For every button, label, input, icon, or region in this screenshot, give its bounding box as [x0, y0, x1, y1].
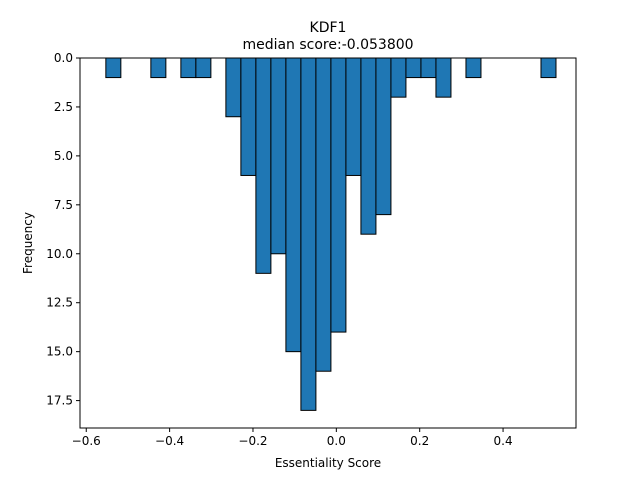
histogram-bar: [240, 57, 257, 176]
histogram-bar: [180, 57, 197, 79]
histogram-bar: [150, 57, 167, 79]
x-axis-label: Essentiality Score: [275, 456, 381, 470]
x-tick-label: 0.4: [494, 434, 513, 448]
y-tick-label: 10.0: [46, 247, 73, 261]
x-tick-label: −0.6: [72, 434, 101, 448]
histogram-bar: [330, 57, 347, 333]
y-tick-label: 2.5: [54, 100, 73, 114]
histogram-bar: [225, 57, 242, 118]
x-tick-label: −0.2: [238, 434, 267, 448]
histogram-bar: [195, 57, 212, 79]
x-tick-label: 0.0: [327, 434, 346, 448]
y-tick-label: 5.0: [54, 149, 73, 163]
y-axis-ticks: 0.0 2.5 5.0 7.5 10.0 12.5 15.0 17.5: [46, 51, 80, 408]
histogram-bar: [285, 57, 302, 353]
histogram-bar: [345, 57, 362, 176]
histogram-bar: [465, 57, 482, 79]
histogram-bar: [540, 57, 557, 79]
histogram-bar: [390, 57, 407, 98]
histogram-bar: [435, 57, 452, 98]
histogram-bar: [360, 57, 377, 235]
histogram-bar: [405, 57, 422, 79]
histogram-bar: [105, 57, 122, 79]
y-tick-label: 7.5: [54, 198, 73, 212]
chart-title: KDF1: [310, 20, 347, 36]
y-tick-label: 15.0: [46, 345, 73, 359]
histogram-bar: [270, 57, 287, 255]
x-axis-ticks: −0.6 −0.4 −0.2 0.0 0.2 0.4: [72, 428, 513, 448]
y-axis-label: Frequency: [21, 212, 35, 274]
y-tick-label: 0.0: [54, 51, 73, 65]
histogram-bar: [375, 57, 392, 216]
y-tick-label: 17.5: [46, 394, 73, 408]
plot-frame: [79, 57, 577, 429]
x-tick-label: 0.2: [410, 434, 429, 448]
x-tick-label: −0.4: [155, 434, 184, 448]
y-tick-label: 12.5: [46, 296, 73, 310]
histogram-bar: [300, 57, 317, 411]
histogram-bar: [255, 57, 272, 274]
chart-subtitle: median score:-0.053800: [242, 37, 413, 53]
histogram-bar: [315, 57, 332, 372]
bars-group: [105, 57, 557, 411]
histogram-bar: [420, 57, 437, 79]
